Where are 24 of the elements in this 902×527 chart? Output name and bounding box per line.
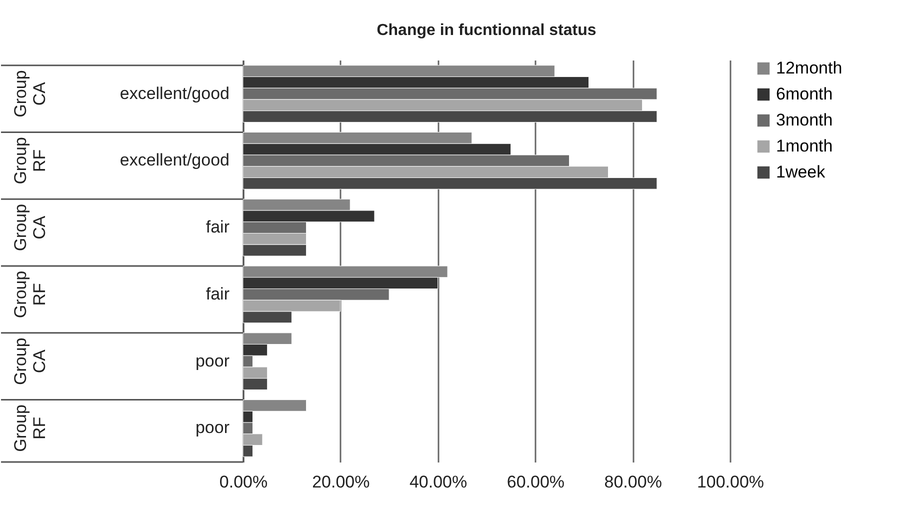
legend-label: 6month — [776, 84, 833, 104]
text: Group RF — [11, 404, 49, 452]
text: Group CA — [11, 70, 49, 118]
x-tick-label: 0.00% — [219, 472, 268, 492]
y-tick-label: fair — [206, 284, 230, 304]
x-tick-label: 40.00% — [409, 472, 468, 492]
y-tick-label: fair — [206, 218, 230, 237]
text: Group CA — [11, 204, 49, 252]
legend-label: 1week — [776, 162, 826, 182]
y-tick-label: poor — [195, 351, 230, 370]
y-tick-label: poor — [195, 418, 230, 438]
y-tick-label: excellent/good — [120, 84, 230, 103]
chart-title: Change in fucntionnal status — [376, 22, 596, 39]
text: Group CA — [11, 338, 49, 385]
legend-label: 3month — [776, 110, 833, 130]
x-tick-label: 20.00% — [312, 472, 370, 492]
x-tick-label: 60.00% — [506, 472, 565, 492]
text: Group RF — [11, 270, 49, 318]
legend-label: 12month — [776, 58, 842, 78]
y-tick-label: excellent/good — [120, 150, 230, 170]
legend-label: 1month — [776, 136, 833, 156]
text: Group RF — [11, 137, 49, 184]
x-tick-label: 100.00% — [696, 472, 764, 492]
x-tick-label: 80.00% — [604, 472, 662, 492]
